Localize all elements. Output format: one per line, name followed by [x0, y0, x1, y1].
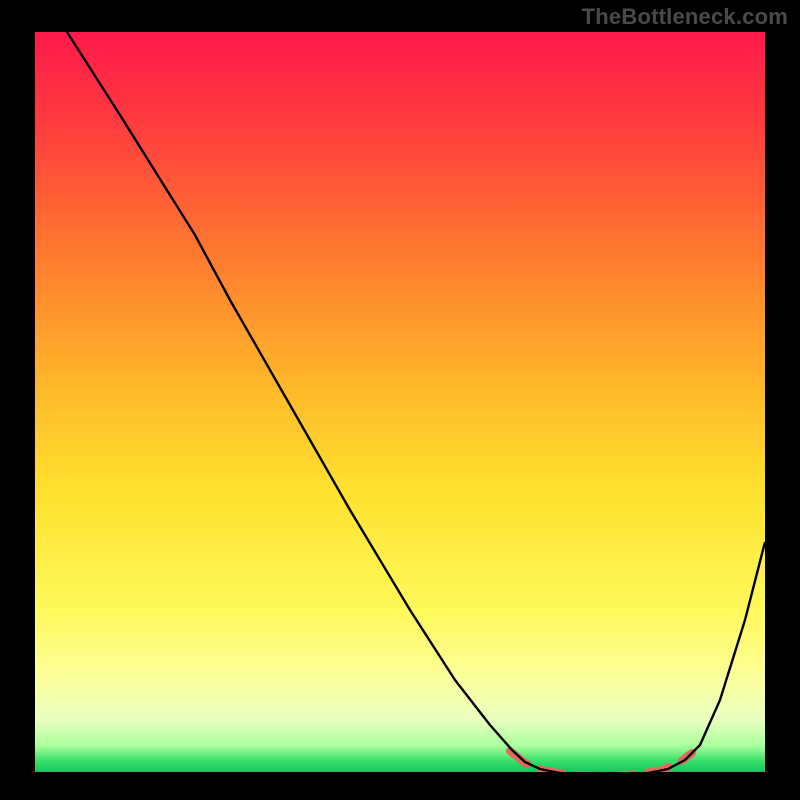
curve-layer: [35, 32, 765, 772]
chart-frame: TheBottleneck.com: [0, 0, 800, 800]
bottleneck-curve: [67, 32, 765, 772]
watermark-text: TheBottleneck.com: [582, 4, 788, 30]
plot-area: [35, 32, 765, 772]
